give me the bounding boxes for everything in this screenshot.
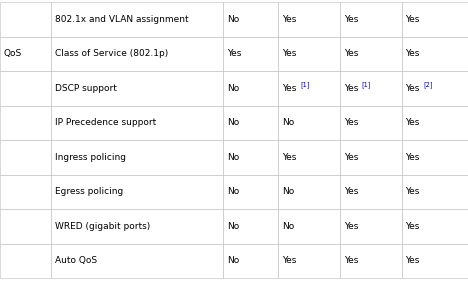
Bar <box>278 105 340 140</box>
Text: No: No <box>227 118 239 127</box>
Bar <box>340 209 402 243</box>
Text: Yes: Yes <box>344 49 358 58</box>
Bar <box>278 140 340 175</box>
Text: No: No <box>282 187 294 196</box>
Bar <box>51 2 223 36</box>
Text: Ingress policing: Ingress policing <box>55 153 125 162</box>
Bar <box>278 209 340 243</box>
Bar <box>340 36 402 71</box>
Bar <box>278 36 340 71</box>
Bar <box>340 105 402 140</box>
Text: IP Precedence support: IP Precedence support <box>55 118 156 127</box>
Text: Yes: Yes <box>406 153 420 162</box>
Text: DSCP support: DSCP support <box>55 84 117 93</box>
Text: Class of Service (802.1p): Class of Service (802.1p) <box>55 49 168 58</box>
Text: [1]: [1] <box>300 81 309 88</box>
Bar <box>223 2 278 36</box>
Text: No: No <box>227 222 239 231</box>
Bar <box>223 209 278 243</box>
Text: Yes: Yes <box>406 49 420 58</box>
Text: Yes: Yes <box>227 49 241 58</box>
Text: [2]: [2] <box>424 81 433 88</box>
Text: Yes: Yes <box>344 118 358 127</box>
Bar <box>402 2 468 36</box>
Text: Yes: Yes <box>406 187 420 196</box>
Bar <box>402 36 468 71</box>
Bar <box>402 140 468 175</box>
Text: Yes: Yes <box>344 187 358 196</box>
Text: WRED (gigabit ports): WRED (gigabit ports) <box>55 222 150 231</box>
Text: No: No <box>227 256 239 265</box>
Text: No: No <box>227 153 239 162</box>
Text: Auto QoS: Auto QoS <box>55 256 97 265</box>
Text: QoS: QoS <box>4 49 22 58</box>
Bar <box>340 175 402 209</box>
Text: Yes: Yes <box>344 153 358 162</box>
Text: Yes: Yes <box>344 15 358 24</box>
Text: No: No <box>227 84 239 93</box>
Text: Yes: Yes <box>282 15 296 24</box>
Bar <box>402 105 468 140</box>
Text: Yes: Yes <box>406 84 420 93</box>
Bar <box>223 36 278 71</box>
Text: Egress policing: Egress policing <box>55 187 123 196</box>
Text: No: No <box>227 187 239 196</box>
Bar <box>278 71 340 105</box>
Bar <box>0 140 51 175</box>
Bar <box>0 209 51 243</box>
Bar <box>340 71 402 105</box>
Bar <box>0 105 51 140</box>
Text: Yes: Yes <box>282 49 296 58</box>
Text: Yes: Yes <box>282 256 296 265</box>
Bar <box>278 243 340 278</box>
Text: Yes: Yes <box>344 222 358 231</box>
Bar <box>223 71 278 105</box>
Bar <box>223 175 278 209</box>
Text: Yes: Yes <box>406 15 420 24</box>
Bar <box>51 140 223 175</box>
Bar <box>0 36 51 71</box>
Text: No: No <box>282 222 294 231</box>
Bar <box>51 36 223 71</box>
Text: 802.1x and VLAN assignment: 802.1x and VLAN assignment <box>55 15 188 24</box>
Bar <box>340 140 402 175</box>
Text: Yes: Yes <box>282 84 296 93</box>
Bar <box>402 209 468 243</box>
Bar <box>0 71 51 105</box>
Text: Yes: Yes <box>406 256 420 265</box>
Text: Yes: Yes <box>406 118 420 127</box>
Bar <box>0 243 51 278</box>
Bar <box>51 71 223 105</box>
Text: Yes: Yes <box>344 84 358 93</box>
Bar <box>51 209 223 243</box>
Bar <box>51 243 223 278</box>
Text: Yes: Yes <box>282 153 296 162</box>
Bar <box>0 175 51 209</box>
Bar <box>0 2 51 36</box>
Bar <box>402 71 468 105</box>
Bar <box>51 105 223 140</box>
Text: [1]: [1] <box>362 81 371 88</box>
Bar <box>402 243 468 278</box>
Bar <box>340 2 402 36</box>
Text: No: No <box>227 15 239 24</box>
Bar <box>51 175 223 209</box>
Bar <box>402 175 468 209</box>
Text: No: No <box>282 118 294 127</box>
Bar <box>278 175 340 209</box>
Bar <box>223 140 278 175</box>
Text: Yes: Yes <box>344 256 358 265</box>
Bar <box>223 243 278 278</box>
Text: Yes: Yes <box>406 222 420 231</box>
Bar <box>223 105 278 140</box>
Bar <box>278 2 340 36</box>
Bar <box>340 243 402 278</box>
